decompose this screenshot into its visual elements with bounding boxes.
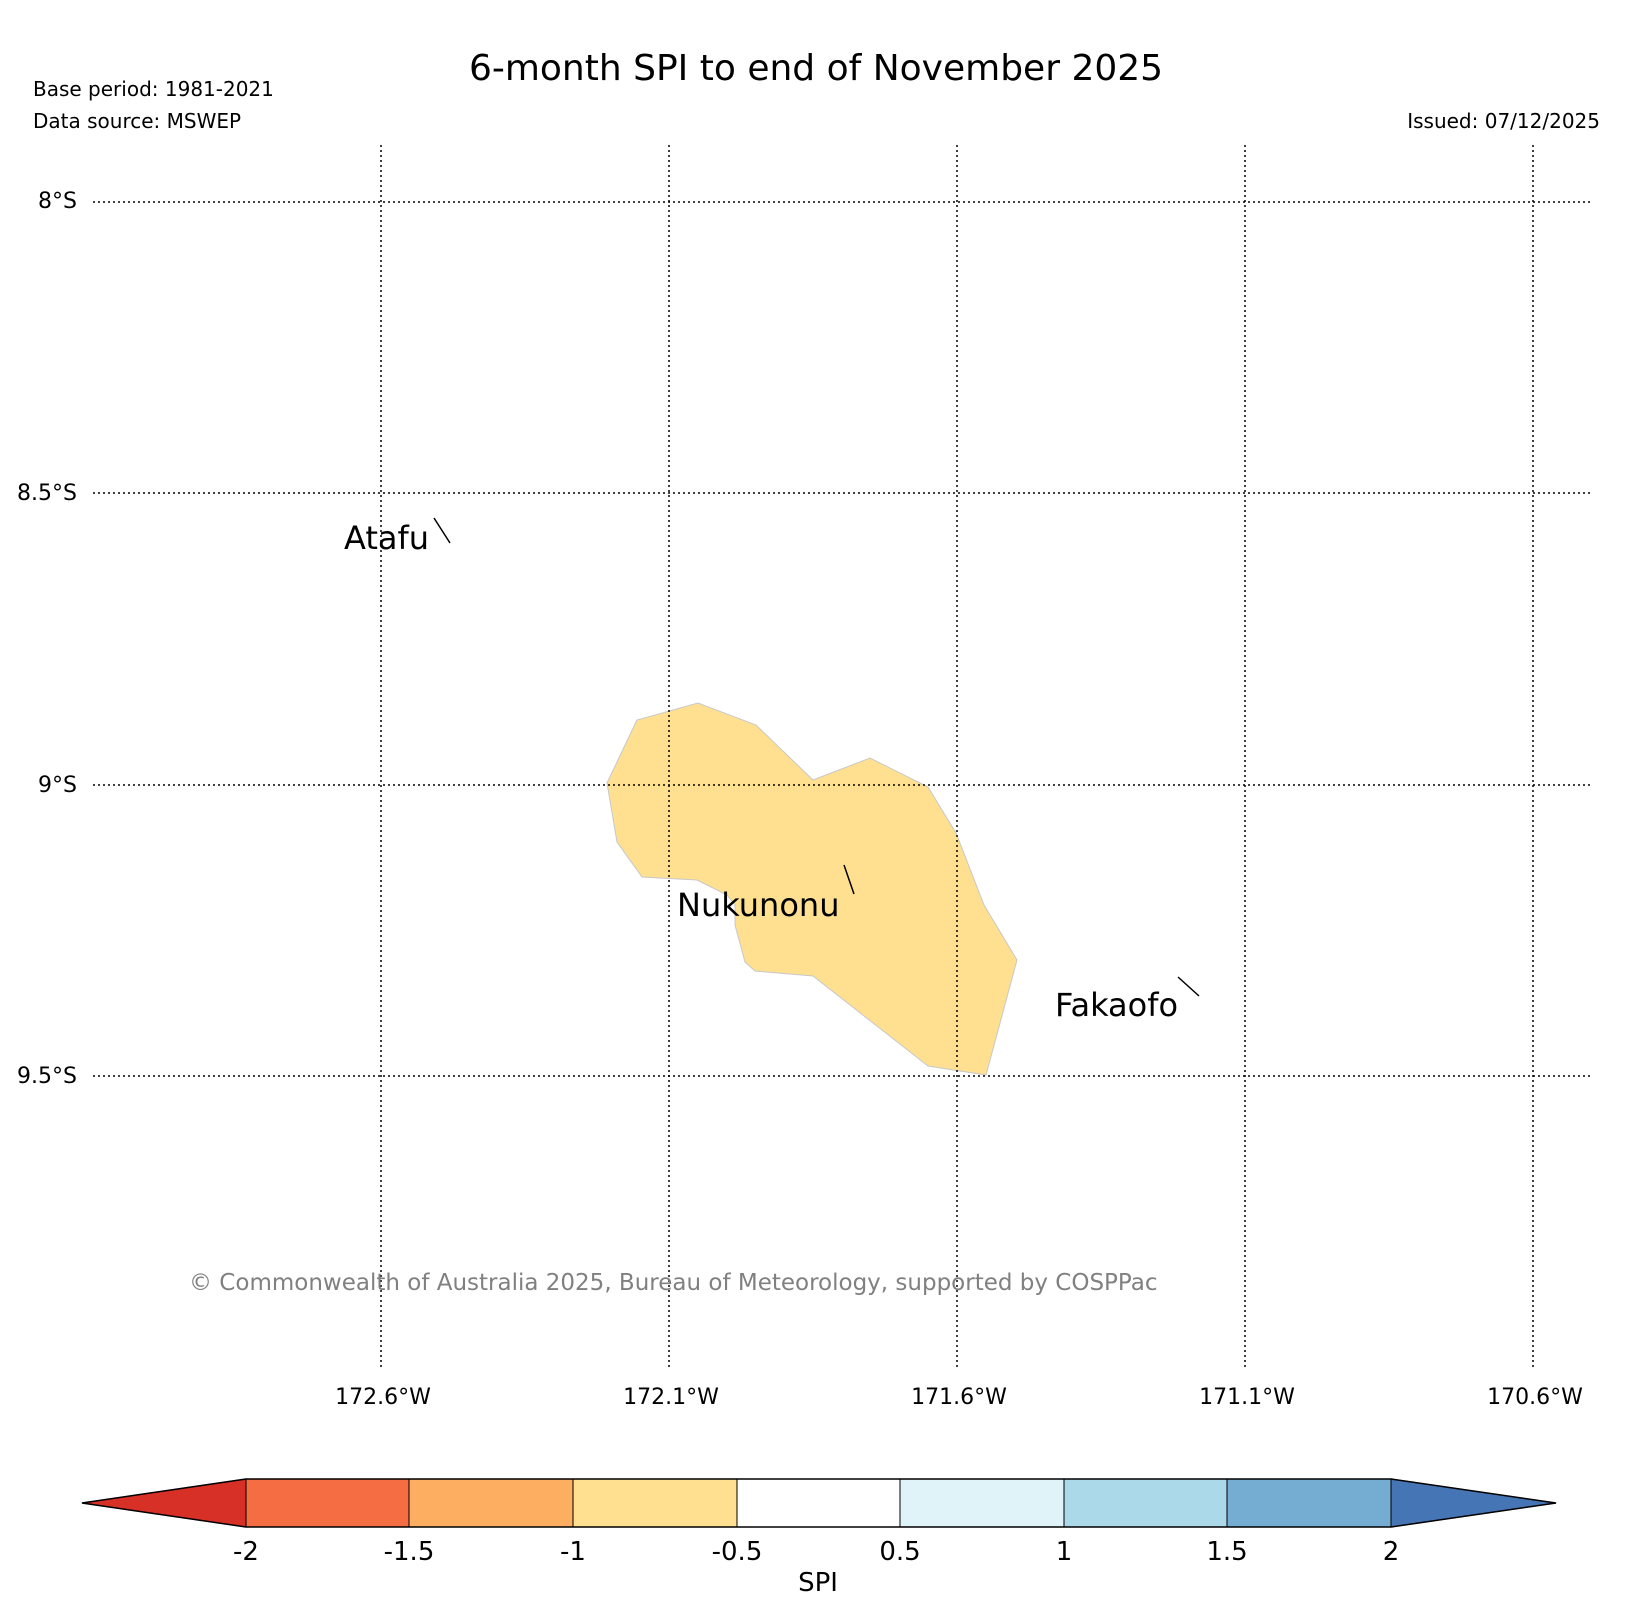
colorbar-outline xyxy=(81,1478,1557,1528)
lon-label: 170.6°W xyxy=(1487,1385,1583,1410)
colorbar-extend-high xyxy=(1390,1478,1557,1528)
copyright-notice: © Commonwealth of Australia 2025, Bureau… xyxy=(189,1270,1158,1296)
map-title: 6-month SPI to end of November 2025 xyxy=(469,48,1163,89)
colorbar-segment xyxy=(408,1478,574,1528)
colorbar-segment xyxy=(572,1478,738,1528)
colorbar-segment xyxy=(736,1478,901,1528)
colorbar-tick-label: 1 xyxy=(1056,1537,1073,1567)
lon-label: 172.1°W xyxy=(623,1385,719,1410)
lat-label: 8.5°S xyxy=(17,481,77,506)
nukunonu-marker xyxy=(843,864,855,895)
lon-label: 171.1°W xyxy=(1199,1385,1295,1410)
colorbar-tick-label: 1.5 xyxy=(1206,1537,1247,1567)
place-label-fakaofo: Fakaofo xyxy=(1055,986,1178,1024)
colorbar-segment xyxy=(1226,1478,1392,1528)
lat-label: 9°S xyxy=(38,773,77,798)
lat-label: 8°S xyxy=(38,189,77,214)
fakaofo-marker xyxy=(1177,976,1200,997)
colorbar-tick-label: -1 xyxy=(560,1537,586,1567)
colorbar-segment xyxy=(1063,1478,1228,1528)
colorbar-label: SPI xyxy=(798,1568,838,1598)
colorbar-segment xyxy=(245,1478,410,1528)
colorbar-tick-label: -0.5 xyxy=(712,1537,763,1567)
longitude-gridlines xyxy=(380,145,1534,1370)
lon-label: 171.6°W xyxy=(911,1385,1007,1410)
colorbar-tick-label: -2 xyxy=(233,1537,259,1567)
place-label-atafu: Atafu xyxy=(344,519,429,557)
colorbar-tick-label: 0.5 xyxy=(879,1537,920,1567)
spi-colorbar xyxy=(81,1478,1557,1528)
place-label-nukunonu: Nukunonu xyxy=(677,886,839,924)
base-period: Base period: 1981-2021 xyxy=(33,77,274,101)
data-source: Data source: MSWEP xyxy=(33,109,241,133)
lat-label: 9.5°S xyxy=(17,1064,77,1089)
colorbar-tick-label: -1.5 xyxy=(384,1537,435,1567)
lon-label: 172.6°W xyxy=(335,1385,431,1410)
colorbar-tick-label: 2 xyxy=(1383,1537,1400,1567)
issued-date: Issued: 07/12/2025 xyxy=(1407,109,1600,133)
atafu-marker xyxy=(433,517,451,544)
colorbar-segment xyxy=(899,1478,1065,1528)
colorbar-extend-low xyxy=(81,1478,247,1528)
